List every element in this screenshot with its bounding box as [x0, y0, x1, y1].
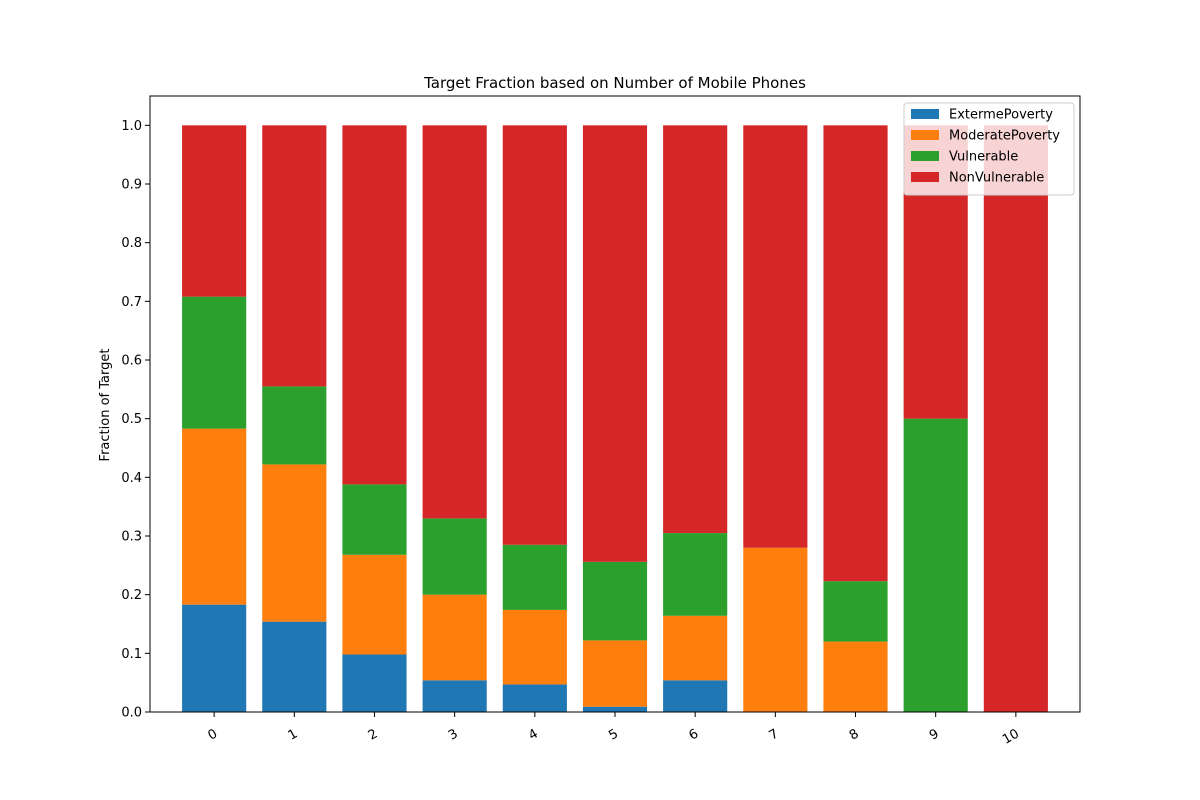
bar-segment-ModeratePoverty-5 [582, 640, 648, 707]
legend-label-Vulnerable: Vulnerable [949, 150, 1018, 165]
y-tick-label: 0.8 [121, 236, 142, 251]
y-tick-label: 0.1 [121, 647, 142, 662]
bar-segment-ModeratePoverty-2 [342, 554, 407, 655]
bar-segment-Vulnerable-5 [582, 561, 648, 641]
bar-segment-Vulnerable-1 [262, 386, 327, 465]
bar-segment-NonVulnerable-1 [262, 125, 327, 387]
bar-segment-NonVulnerable-10 [983, 125, 1048, 712]
x-tick-label: 7 [767, 726, 782, 743]
bar-segment-Vulnerable-2 [342, 484, 407, 555]
y-tick-label: 1.0 [121, 119, 142, 134]
y-tick-label: 0.0 [121, 706, 142, 721]
legend-label-ExtermePoverty: ExtermePoverty [949, 108, 1053, 123]
bar-segment-ModeratePoverty-6 [663, 615, 728, 681]
bar-segment-ModeratePoverty-0 [182, 428, 247, 605]
bar-segment-ModeratePoverty-4 [502, 609, 567, 685]
y-tick-label: 0.5 [121, 412, 142, 427]
bar-segment-NonVulnerable-0 [182, 125, 247, 297]
x-tick-label: 6 [687, 726, 702, 743]
bar-segment-NonVulnerable-4 [502, 125, 567, 545]
y-tick-label: 0.9 [121, 178, 142, 193]
bar-segment-NonVulnerable-3 [422, 125, 487, 519]
legend-label-NonVulnerable: NonVulnerable [949, 171, 1044, 186]
chart-title: Target Fraction based on Number of Mobil… [423, 74, 806, 92]
bar-segment-ExtermePoverty-0 [182, 604, 247, 712]
x-tick-label: 2 [366, 726, 381, 743]
legend-swatch-ModeratePoverty [911, 130, 939, 140]
x-tick-label: 3 [446, 726, 461, 743]
x-tick-label: 10 [1000, 726, 1022, 747]
legend-swatch-ExtermePoverty [911, 109, 939, 119]
bar-segment-ExtermePoverty-4 [502, 684, 567, 712]
legend: ExtermePoverty ModeratePoverty Vulnerable N… [903, 102, 1075, 196]
bar-segment-Vulnerable-3 [422, 518, 487, 595]
x-tick-label: 0 [205, 726, 220, 743]
x-tick-label: 8 [847, 726, 862, 743]
bar-segment-Vulnerable-6 [663, 533, 728, 616]
y-tick-label: 0.6 [121, 354, 142, 369]
bars-group [182, 125, 1048, 712]
x-tick-label: 9 [927, 726, 942, 743]
bar-segment-NonVulnerable-8 [823, 125, 888, 582]
bar-segment-NonVulnerable-7 [743, 125, 808, 548]
bar-segment-ModeratePoverty-3 [422, 594, 487, 681]
bar-segment-NonVulnerable-6 [663, 125, 728, 534]
y-tick-label: 0.2 [121, 588, 142, 603]
y-axis-label: Fraction of Target [98, 349, 113, 462]
bar-segment-Vulnerable-9 [903, 418, 968, 712]
bar-segment-ModeratePoverty-1 [262, 464, 327, 622]
bar-segment-NonVulnerable-2 [342, 125, 407, 485]
y-tick-label: 0.7 [121, 295, 142, 310]
bar-segment-Vulnerable-0 [182, 296, 247, 429]
axes-group: 0.0 0.1 0.2 0.3 0.4 0.5 0.6 0.7 0.8 0.9 1.0 0 1 2 3 4 5 6… [121, 95, 1081, 748]
x-tick-label: 5 [606, 726, 621, 743]
bar-segment-ExtermePoverty-1 [262, 621, 327, 712]
y-tick-label: 0.4 [121, 471, 142, 486]
bar-segment-ModeratePoverty-8 [823, 641, 888, 712]
bar-segment-NonVulnerable-5 [582, 125, 648, 562]
bar-segment-ExtermePoverty-2 [342, 654, 407, 712]
bar-segment-ExtermePoverty-6 [663, 680, 728, 712]
x-tick-label: 4 [526, 726, 541, 743]
legend-swatch-Vulnerable [911, 151, 939, 161]
bar-segment-Vulnerable-8 [823, 581, 888, 642]
bar-segment-Vulnerable-4 [502, 544, 567, 610]
legend-box [903, 102, 1075, 196]
bar-segment-ExtermePoverty-5 [582, 706, 648, 712]
legend-label-ModeratePoverty: ModeratePoverty [949, 129, 1060, 144]
y-tick-label: 0.3 [121, 530, 142, 545]
bar-segment-ModeratePoverty-7 [743, 547, 808, 712]
bar-segment-ExtermePoverty-3 [422, 680, 487, 712]
legend-swatch-NonVulnerable [911, 172, 939, 182]
x-tick-label: 1 [286, 726, 301, 743]
